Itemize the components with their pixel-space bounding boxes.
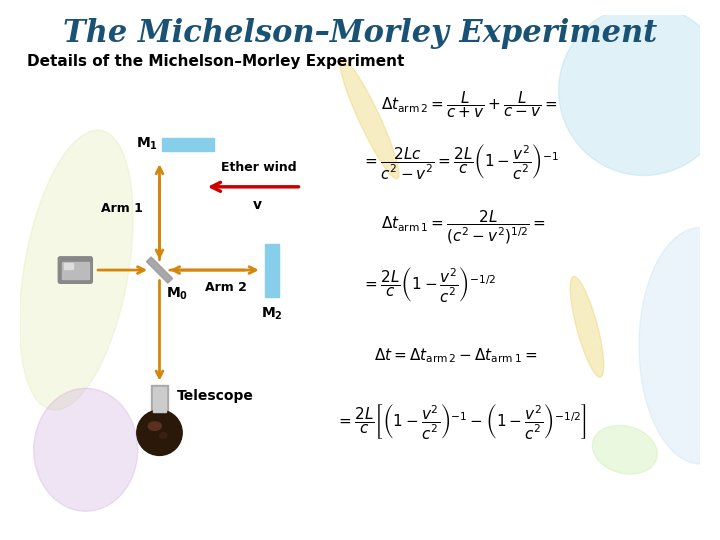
Bar	[146, 257, 173, 283]
Ellipse shape	[148, 422, 161, 430]
Text: $\Delta t_{\rm arm\,2} = \dfrac{L}{c+v} + \dfrac{L}{c-v} =$: $\Delta t_{\rm arm\,2} = \dfrac{L}{c+v} …	[381, 89, 557, 120]
Bar	[62, 261, 89, 279]
Text: $\mathbf{M_0}$: $\mathbf{M_0}$	[166, 285, 189, 301]
Ellipse shape	[593, 426, 657, 474]
Text: Arm 2: Arm 2	[205, 281, 247, 294]
Text: Ether wind: Ether wind	[221, 160, 297, 173]
Text: $= \dfrac{2Lc}{c^2 - v^2} = \dfrac{2L}{c}\left(1-\dfrac{v^2}{c^2}\right)^{-1}$: $= \dfrac{2Lc}{c^2 - v^2} = \dfrac{2L}{c…	[362, 142, 559, 181]
Text: $\mathbf{M_2}$: $\mathbf{M_2}$	[261, 306, 283, 322]
Bar	[153, 387, 166, 412]
Ellipse shape	[340, 58, 399, 179]
Bar	[64, 264, 73, 269]
Text: The Michelson–Morley Experiment: The Michelson–Morley Experiment	[63, 18, 657, 49]
Text: $\Delta t = \Delta t_{\rm arm\,2} - \Delta t_{\rm arm\,1} =$: $\Delta t = \Delta t_{\rm arm\,2} - \Del…	[374, 346, 538, 365]
Ellipse shape	[34, 388, 138, 511]
Ellipse shape	[160, 433, 167, 438]
Text: $= \dfrac{2L}{c}\left(1-\dfrac{v^2}{c^2}\right)^{-1/2}$: $= \dfrac{2L}{c}\left(1-\dfrac{v^2}{c^2}…	[362, 265, 496, 303]
Text: $\mathbf{M_1}$: $\mathbf{M_1}$	[135, 136, 158, 152]
Circle shape	[137, 410, 182, 455]
Text: Arm 1: Arm 1	[101, 202, 143, 215]
Ellipse shape	[570, 276, 604, 377]
Text: $\Delta t_{\rm arm\,1} = \dfrac{2L}{(c^2-v^2)^{1/2}} =$: $\Delta t_{\rm arm\,1} = \dfrac{2L}{(c^2…	[381, 209, 546, 246]
Ellipse shape	[19, 130, 133, 410]
Bar	[151, 386, 168, 414]
Text: Details of the Michelson–Morley Experiment: Details of the Michelson–Morley Experime…	[27, 55, 405, 70]
Text: $= \dfrac{2L}{c}\left[\left(1-\dfrac{v^2}{c^2}\right)^{-1} - \left(1-\dfrac{v^2}: $= \dfrac{2L}{c}\left[\left(1-\dfrac{v^2…	[336, 402, 587, 441]
Text: $\mathbf{v}$: $\mathbf{v}$	[253, 198, 264, 212]
Ellipse shape	[639, 227, 720, 464]
Circle shape	[559, 5, 720, 176]
Bar	[266, 244, 279, 296]
Bar	[162, 138, 215, 151]
Text: Telescope: Telescope	[176, 389, 253, 403]
FancyBboxPatch shape	[58, 257, 92, 284]
